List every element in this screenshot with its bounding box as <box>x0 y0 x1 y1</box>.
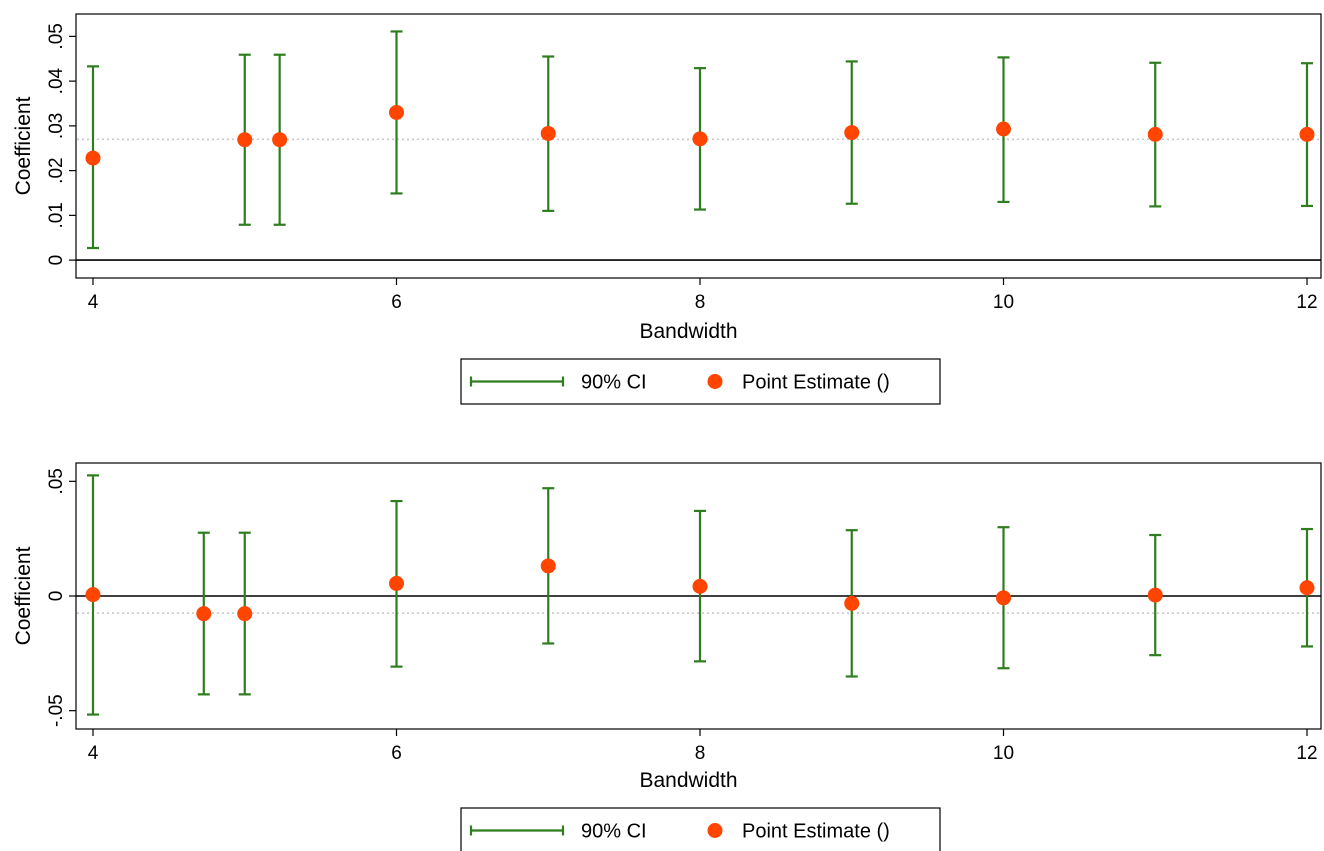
y-tick-label: 0 <box>46 255 67 266</box>
legend-point-label: Point Estimate () <box>742 372 890 394</box>
x-axis-title: Bandwidth <box>639 769 737 792</box>
x-tick-label: 6 <box>391 292 402 313</box>
point-estimate <box>1147 126 1163 142</box>
legend-ci-label: 90% CI <box>581 372 647 394</box>
legend-point-marker <box>707 823 723 838</box>
x-tick-label: 8 <box>695 292 706 313</box>
chart-panel-1: 0 .01 .02 .03 .04 .05 4 6 8 10 12 Bandwidth Coeffici… <box>12 13 1322 405</box>
legend-ci-key <box>469 376 565 387</box>
plot-frame <box>75 13 1322 279</box>
y-tick-label: -.05 <box>46 694 67 727</box>
legend: 90% CI Point Estimate () <box>460 358 941 405</box>
point-estimate <box>85 587 101 603</box>
legend-point-marker <box>707 374 723 389</box>
point-estimate <box>237 132 253 148</box>
x-tick-label: 4 <box>88 743 99 764</box>
point-estimate <box>844 125 860 141</box>
x-tick-label: 12 <box>1296 743 1317 764</box>
point-estimate <box>540 125 556 141</box>
point-estimate <box>196 606 212 622</box>
point-estimate <box>85 150 101 166</box>
y-tick-label: .01 <box>46 202 67 228</box>
x-tick-label: 8 <box>695 743 706 764</box>
x-tick-label: 12 <box>1296 292 1317 313</box>
legend-ci-label: 90% CI <box>581 821 647 843</box>
point-estimate <box>844 595 860 611</box>
point-estimate <box>1299 126 1315 142</box>
point-estimate <box>692 131 708 147</box>
point-estimate <box>389 104 404 120</box>
chart-panel-2: -.05 0 .05 4 6 8 10 12 Bandwidth Coefficient 90% C… <box>12 462 1322 851</box>
legend-point-label: Point Estimate () <box>742 821 890 843</box>
y-tick-label: .05 <box>46 23 67 49</box>
y-tick-label: .04 <box>46 67 67 94</box>
y-tick-label: 0 <box>46 591 67 602</box>
x-tick-label: 10 <box>993 743 1014 764</box>
point-estimate <box>272 132 288 148</box>
legend: 90% CI Point Estimate () <box>460 807 941 851</box>
point-estimate <box>692 578 708 594</box>
y-tick-label: .02 <box>46 157 67 183</box>
point-estimate <box>389 575 404 591</box>
point-estimate <box>1299 580 1315 596</box>
point-estimate <box>996 590 1011 606</box>
point-estimate <box>540 558 556 574</box>
point-estimate <box>237 606 253 622</box>
x-tick-label: 6 <box>391 743 402 764</box>
y-axis-title: Coefficient <box>12 546 35 645</box>
x-tick-label: 4 <box>88 292 99 313</box>
y-tick-label: .05 <box>46 468 67 494</box>
y-tick-label: .03 <box>46 113 67 139</box>
y-axis-title: Coefficient <box>12 96 35 195</box>
point-estimate <box>1147 587 1163 603</box>
x-tick-label: 10 <box>993 292 1014 313</box>
point-estimate <box>996 121 1011 137</box>
legend-ci-key <box>469 825 565 836</box>
x-axis-title: Bandwidth <box>639 320 737 343</box>
